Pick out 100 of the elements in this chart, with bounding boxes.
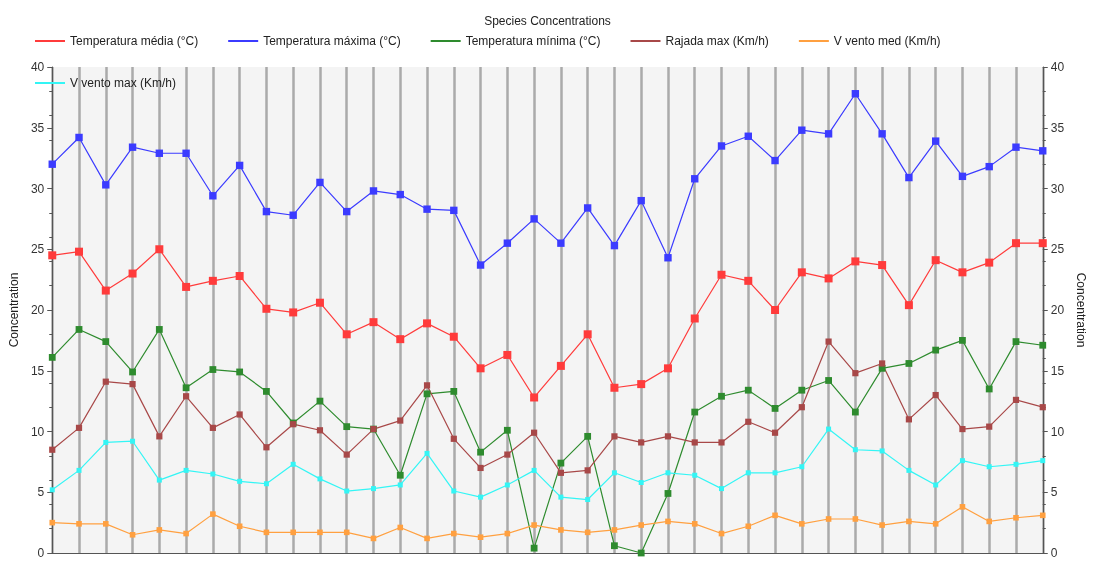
- y-tick-label: 40: [30, 60, 45, 74]
- y2-tick-label: 10: [1050, 424, 1065, 439]
- point: [530, 544, 538, 552]
- point: [128, 269, 137, 278]
- point: [262, 304, 271, 313]
- y2-tick-label: 0: [1050, 546, 1058, 560]
- y-tick-label: 0: [37, 546, 45, 560]
- point: [611, 470, 617, 476]
- point: [156, 433, 163, 440]
- point: [316, 397, 324, 405]
- point: [76, 467, 82, 473]
- point: [557, 239, 565, 247]
- point: [48, 353, 56, 361]
- point: [663, 364, 672, 373]
- point: [343, 451, 350, 458]
- point: [852, 516, 859, 522]
- point: [102, 181, 110, 189]
- point: [183, 530, 189, 537]
- point: [451, 488, 457, 494]
- point: [851, 257, 860, 266]
- point: [530, 215, 538, 223]
- point: [103, 439, 109, 445]
- point: [531, 467, 537, 473]
- point: [905, 173, 913, 182]
- y2-tick-label: 30: [1050, 181, 1065, 196]
- point: [101, 286, 110, 295]
- point: [959, 425, 966, 433]
- legend-label: V vento med (Km/h): [833, 34, 941, 48]
- point: [664, 254, 672, 262]
- point: [932, 521, 939, 527]
- point: [771, 306, 780, 314]
- y2-tick-label: 25: [1050, 242, 1065, 257]
- point: [209, 424, 216, 431]
- y2-tick-label: 15: [1050, 363, 1065, 378]
- chart-title: Species Concentrations: [484, 14, 611, 28]
- point: [129, 368, 136, 376]
- point: [156, 527, 163, 533]
- point: [504, 482, 510, 488]
- point: [611, 433, 618, 440]
- point: [1039, 147, 1047, 155]
- point: [1039, 341, 1047, 349]
- point: [477, 534, 484, 541]
- point: [477, 464, 484, 472]
- point: [637, 196, 645, 205]
- point: [638, 480, 644, 486]
- y2-tick-label: 40: [1050, 60, 1065, 74]
- point: [825, 516, 832, 522]
- point: [985, 258, 994, 267]
- point: [209, 366, 217, 373]
- point: [744, 276, 753, 285]
- point: [771, 429, 779, 436]
- point: [986, 464, 992, 470]
- legend-label: Temperatura média (°C): [70, 34, 199, 48]
- point: [449, 332, 458, 341]
- legend-label: Temperatura máxima (°C): [263, 34, 401, 48]
- point: [369, 318, 378, 327]
- point: [637, 549, 645, 557]
- point: [423, 205, 431, 213]
- point: [958, 268, 967, 277]
- y-tick-label: 20: [30, 303, 45, 317]
- point: [76, 521, 82, 527]
- point: [719, 486, 725, 492]
- point: [477, 448, 484, 456]
- point: [1040, 458, 1046, 464]
- point: [397, 482, 403, 488]
- point: [49, 487, 55, 493]
- point: [236, 411, 243, 418]
- point: [182, 149, 190, 157]
- point: [128, 143, 137, 151]
- point: [156, 477, 162, 483]
- y2-tick-label: 5: [1050, 485, 1058, 500]
- point: [906, 518, 912, 525]
- point: [878, 261, 887, 270]
- point: [49, 446, 56, 453]
- point: [1011, 239, 1020, 248]
- point: [745, 523, 752, 530]
- point: [236, 523, 243, 530]
- point: [503, 426, 511, 434]
- point: [799, 521, 805, 527]
- point: [263, 444, 270, 451]
- point: [476, 364, 485, 373]
- point: [959, 458, 965, 464]
- point: [879, 360, 886, 367]
- point: [933, 482, 939, 488]
- point: [745, 470, 751, 476]
- point: [718, 392, 725, 400]
- point: [451, 530, 457, 537]
- point: [959, 504, 966, 510]
- point: [824, 274, 833, 283]
- point: [476, 261, 485, 269]
- point: [665, 470, 671, 476]
- point: [530, 393, 539, 402]
- point: [316, 178, 324, 187]
- point: [531, 429, 538, 436]
- point: [771, 156, 779, 165]
- point: [343, 529, 350, 536]
- point: [503, 350, 512, 359]
- point: [558, 527, 564, 533]
- point: [610, 383, 619, 392]
- point: [638, 522, 644, 528]
